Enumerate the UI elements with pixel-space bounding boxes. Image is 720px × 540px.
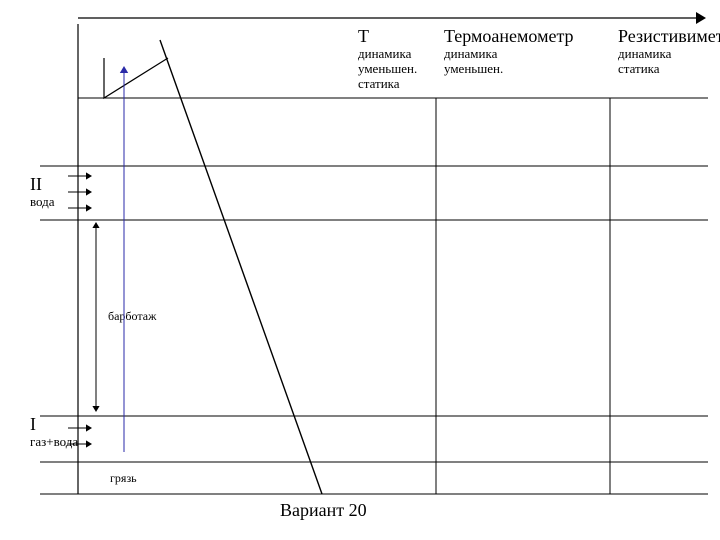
column-title: T	[358, 26, 369, 46]
layer-sub: вода	[30, 194, 55, 209]
barbotage-label: барботаж	[108, 309, 157, 323]
column-subtitle: динамика	[358, 46, 412, 61]
layer-sub: газ+вода	[30, 434, 78, 449]
mud-label: грязь	[110, 471, 137, 485]
column-subtitle: статика	[618, 61, 660, 76]
column-subtitle: динамика	[444, 46, 498, 61]
column-title: Термоанемометр	[444, 26, 574, 46]
layer-id: II	[30, 174, 42, 194]
column-subtitle: динамика	[618, 46, 672, 61]
column-subtitle: статика	[358, 76, 400, 91]
figure-caption: Вариант 20	[280, 500, 367, 520]
column-title: Резистивиметр	[618, 26, 720, 46]
t-curve-notch	[104, 58, 168, 98]
layer-id: I	[30, 414, 36, 434]
t-curve-diagonal	[160, 40, 322, 494]
column-subtitle: уменьшен.	[444, 61, 503, 76]
column-subtitle: уменьшен.	[358, 61, 417, 76]
